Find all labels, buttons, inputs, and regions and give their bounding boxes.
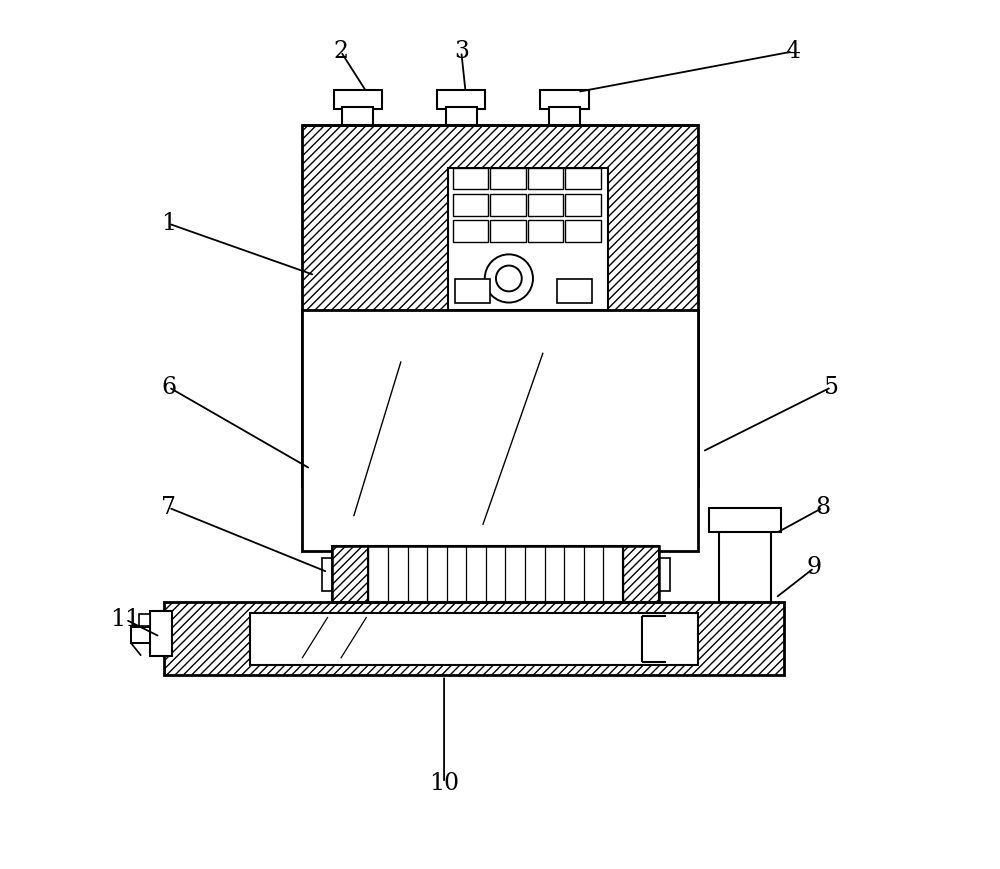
- Bar: [565, 168, 601, 189]
- Bar: [453, 168, 488, 189]
- Bar: [565, 220, 601, 242]
- Bar: [528, 220, 563, 242]
- Bar: [250, 613, 698, 665]
- Bar: [709, 507, 781, 532]
- Text: 1: 1: [161, 212, 176, 235]
- Text: 2: 2: [333, 40, 348, 63]
- Text: 8: 8: [815, 496, 830, 519]
- Bar: [453, 194, 488, 216]
- Bar: [131, 627, 150, 643]
- Bar: [342, 108, 373, 124]
- Bar: [448, 168, 608, 309]
- Text: 5: 5: [824, 375, 839, 399]
- Bar: [719, 525, 771, 602]
- Bar: [332, 547, 368, 602]
- Bar: [446, 108, 477, 124]
- Text: 10: 10: [429, 772, 459, 794]
- Bar: [659, 558, 670, 591]
- Text: 4: 4: [785, 40, 800, 63]
- Bar: [302, 124, 698, 486]
- Bar: [453, 220, 488, 242]
- Bar: [302, 309, 698, 551]
- Bar: [332, 547, 659, 602]
- Bar: [490, 220, 526, 242]
- Bar: [368, 547, 623, 602]
- Text: 9: 9: [807, 556, 822, 580]
- Bar: [334, 90, 382, 109]
- Bar: [490, 168, 526, 189]
- Bar: [150, 611, 172, 656]
- Bar: [623, 547, 659, 602]
- Text: 11: 11: [110, 608, 141, 631]
- Bar: [565, 194, 601, 216]
- Bar: [528, 194, 563, 216]
- Bar: [437, 90, 485, 109]
- Bar: [164, 602, 784, 675]
- Bar: [490, 194, 526, 216]
- Bar: [540, 90, 589, 109]
- Bar: [528, 168, 563, 189]
- Bar: [455, 279, 490, 302]
- Text: 7: 7: [161, 496, 176, 519]
- Text: 3: 3: [454, 40, 469, 63]
- Text: 6: 6: [161, 375, 176, 399]
- Bar: [557, 279, 592, 302]
- Bar: [139, 614, 150, 627]
- Bar: [549, 108, 580, 124]
- Bar: [322, 558, 332, 591]
